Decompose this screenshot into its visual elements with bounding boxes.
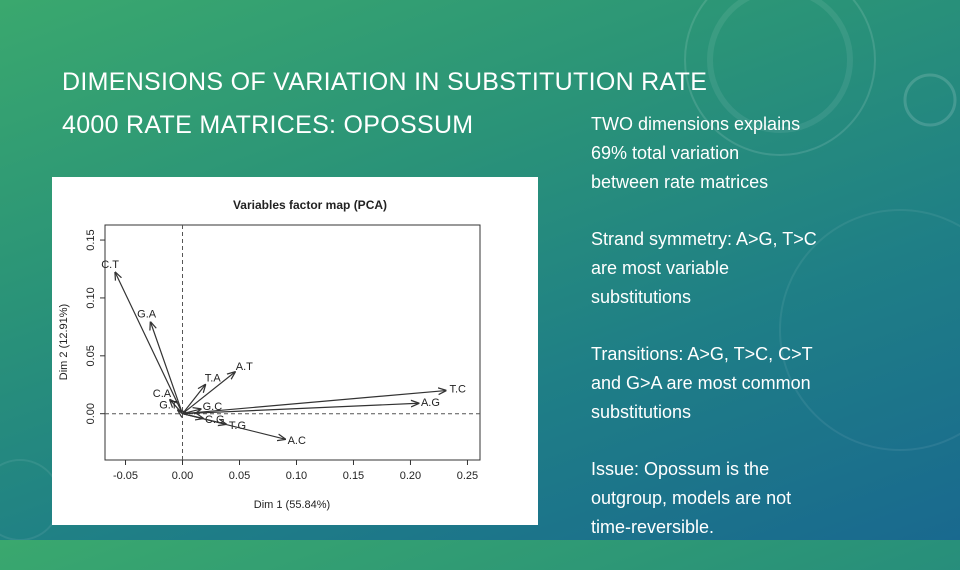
note-line: substitutions xyxy=(591,287,692,307)
note-line: time-reversible. xyxy=(591,517,715,537)
vector-label: A.G xyxy=(421,397,440,409)
vector-label: T.A xyxy=(205,372,222,384)
y-tick-label: 0.00 xyxy=(85,403,97,424)
vector-arrow xyxy=(182,385,206,415)
x-tick-label: -0.05 xyxy=(113,470,138,482)
note-line: are most variable xyxy=(591,258,730,278)
vector-arrow xyxy=(182,372,235,415)
note-line: Issue: Opossum is the xyxy=(591,459,770,479)
note-line: Transitions: A>G, T>C, C>T xyxy=(591,344,813,364)
note-line: 69% total variation xyxy=(591,143,740,163)
note-line: between rate matrices xyxy=(591,172,769,192)
note: Strand symmetry: A>G, T>C are most variab… xyxy=(591,225,817,312)
vector-label: G.C xyxy=(203,401,223,413)
vector-label: C.T xyxy=(101,259,119,271)
notes: TWO dimensions explains 69% total variati… xyxy=(591,110,817,570)
vector-label: T.C xyxy=(450,384,467,396)
y-tick-label: 0.15 xyxy=(85,229,97,250)
note: Issue: Opossum is the outgroup, models ar… xyxy=(591,455,817,542)
chart: Variables factor map (PCA) Dim 1 (55.84%… xyxy=(52,177,538,525)
y-axis-label: Dim 2 (12.91%) xyxy=(58,304,70,380)
x-tick-label: 0.15 xyxy=(343,470,364,482)
slide-title: DIMENSIONS OF VARIATION IN SUBSTITUTION … xyxy=(62,68,708,96)
vector-label: G.A xyxy=(137,309,157,321)
note-line: and G>A are most common xyxy=(591,373,811,393)
vector-arrow xyxy=(182,391,446,415)
vector-arrow xyxy=(115,272,184,414)
vector-label: G.T xyxy=(159,399,178,411)
y-tick-label: 0.05 xyxy=(85,345,97,366)
slide-title: 4000 RATE MATRICES: OPOSSUM xyxy=(62,111,474,139)
vector-arrow xyxy=(178,410,183,413)
x-tick-label: 0.10 xyxy=(286,470,307,482)
x-tick-label: 0.05 xyxy=(229,470,250,482)
note: Transitions: A>G, T>C, C>T and G>A are mo… xyxy=(591,340,817,427)
x-tick-label: 0.25 xyxy=(457,470,478,482)
plot-frame xyxy=(104,224,481,461)
note: TWO dimensions explains 69% total variati… xyxy=(591,110,817,197)
vector-label: A.C xyxy=(288,435,306,447)
note-line: outgroup, models are not xyxy=(591,488,792,508)
note-line: TWO dimensions explains xyxy=(591,114,801,134)
slide: DIMENSIONS OF VARIATION IN SUBSTITUTION … xyxy=(0,0,960,540)
vector-arrow xyxy=(182,403,419,415)
vector-arrow xyxy=(182,409,201,414)
note-line: Strand symmetry: A>G, T>C xyxy=(591,229,817,249)
x-tick-label: 0.20 xyxy=(400,470,421,482)
x-tick-label: 0.00 xyxy=(172,470,193,482)
y-tick-label: 0.10 xyxy=(85,287,97,308)
chart-title: Variables factor map (PCA) xyxy=(233,198,387,212)
x-axis-label: Dim 1 (55.84%) xyxy=(254,499,330,511)
vector-arrow xyxy=(182,413,286,439)
note-line: substitutions xyxy=(591,402,692,422)
vector-label: A.T xyxy=(236,361,253,373)
vector-label: C.A xyxy=(153,388,172,400)
